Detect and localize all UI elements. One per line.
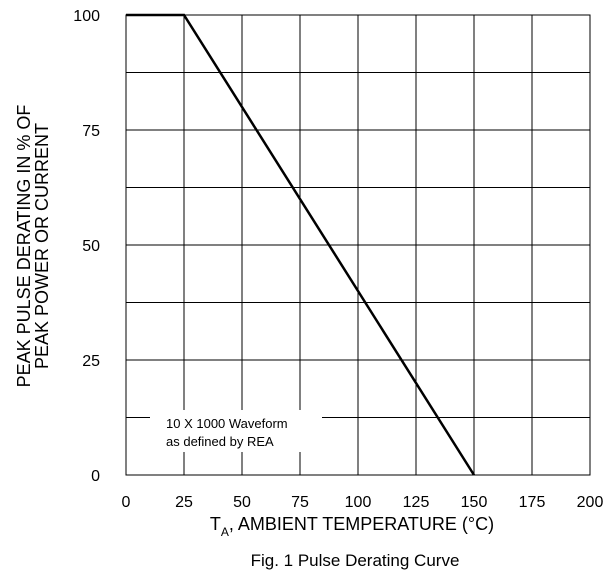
y-tick-label: 75 (82, 123, 100, 140)
x-tick-label: 50 (233, 494, 251, 511)
x-tick-label: 125 (403, 494, 430, 511)
x-axis-label-subscript: A (221, 525, 229, 539)
annotation-line-1: 10 X 1000 Waveform (166, 416, 288, 431)
x-axis-label: TA, AMBIENT TEMPERATURE (°C) (210, 514, 494, 539)
y-tick-label: 100 (73, 8, 100, 25)
y-axis-label-line-2: PEAK POWER OR CURRENT (32, 123, 52, 369)
x-tick-label: 100 (345, 494, 372, 511)
y-tick-label: 25 (82, 353, 100, 370)
annotation-box (150, 410, 322, 452)
y-tick-labels: 0 25 50 75 100 (73, 8, 100, 485)
annotation-line-2: as defined by REA (166, 434, 274, 449)
y-tick-label: 0 (91, 468, 100, 485)
x-tick-labels: 0 25 50 75 100 125 150 175 200 (122, 494, 604, 511)
x-tick-label: 0 (122, 494, 131, 511)
x-tick-label: 75 (291, 494, 309, 511)
figure-caption: Fig. 1 Pulse Derating Curve (251, 551, 460, 570)
grid (126, 15, 590, 475)
x-axis-label-main: T (210, 514, 221, 534)
derating-curve (126, 13, 476, 476)
waveform-annotation: 10 X 1000 Waveform as defined by REA (150, 410, 322, 452)
x-tick-label: 25 (175, 494, 193, 511)
y-tick-label: 50 (82, 238, 100, 255)
x-tick-label: 175 (519, 494, 546, 511)
x-tick-label: 150 (461, 494, 488, 511)
x-axis-label-rest: , AMBIENT TEMPERATURE (°C) (229, 514, 494, 534)
y-axis-label-line-1: PEAK PULSE DERATING IN % OF (14, 105, 34, 388)
plot-frame (125, 14, 591, 476)
x-tick-label: 200 (577, 494, 604, 511)
